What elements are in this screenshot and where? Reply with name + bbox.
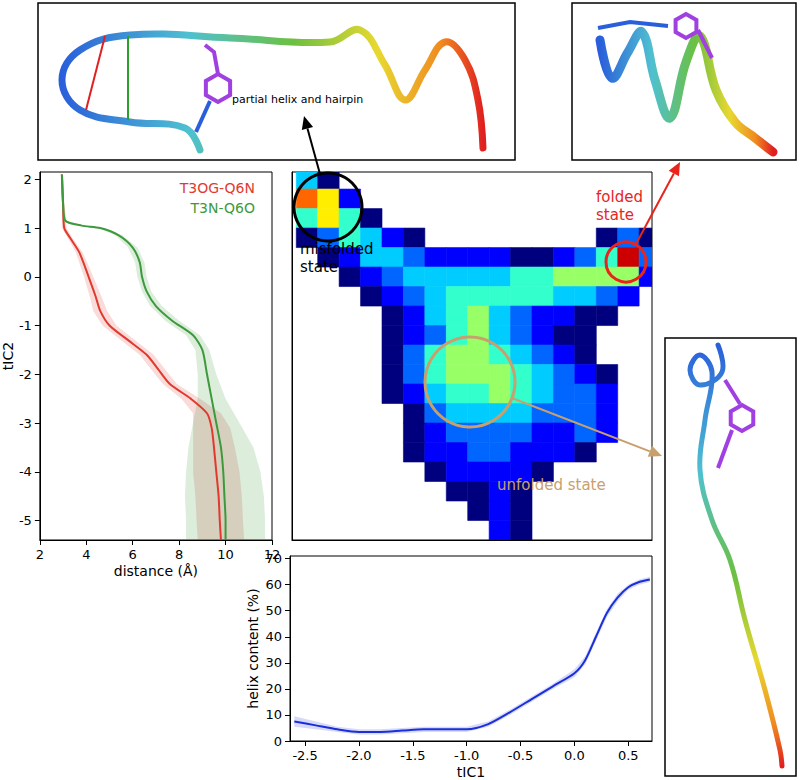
svg-text:-3: -3 <box>19 416 32 431</box>
svg-text:50: 50 <box>265 603 282 618</box>
svg-text:tIC2: tIC2 <box>0 342 16 370</box>
svg-text:distance (Å): distance (Å) <box>114 563 198 579</box>
svg-text:-2.0: -2.0 <box>346 748 371 763</box>
svg-text:-1.5: -1.5 <box>400 748 425 763</box>
svg-text:-1: -1 <box>19 318 32 333</box>
svg-text:8: 8 <box>175 547 183 562</box>
svg-text:0.5: 0.5 <box>618 748 639 763</box>
svg-text:12: 12 <box>264 547 281 562</box>
svg-text:4: 4 <box>82 547 90 562</box>
svg-text:-2: -2 <box>19 367 32 382</box>
svg-text:40: 40 <box>265 629 282 644</box>
svg-text:T3N-Q6O: T3N-Q6O <box>190 200 255 216</box>
svg-text:10: 10 <box>265 707 282 722</box>
svg-text:partial helix and hairpin: partial helix and hairpin <box>232 93 363 106</box>
svg-text:folded: folded <box>596 188 643 206</box>
svg-text:0.0: 0.0 <box>564 748 585 763</box>
svg-text:tIC1: tIC1 <box>457 764 485 780</box>
svg-text:20: 20 <box>265 681 282 696</box>
svg-text:-1.0: -1.0 <box>454 748 479 763</box>
svg-text:0: 0 <box>274 734 282 749</box>
svg-text:helix content (%): helix content (%) <box>245 588 261 708</box>
svg-text:1: 1 <box>24 221 32 236</box>
svg-text:6: 6 <box>129 547 137 562</box>
svg-text:30: 30 <box>265 655 282 670</box>
svg-text:10: 10 <box>217 547 234 562</box>
svg-text:misfolded: misfolded <box>300 240 374 258</box>
svg-text:-5: -5 <box>19 513 32 528</box>
svg-text:-2.5: -2.5 <box>292 748 317 763</box>
svg-text:T3OG-Q6N: T3OG-Q6N <box>179 180 255 196</box>
svg-text:2: 2 <box>36 547 44 562</box>
svg-text:state: state <box>300 258 338 276</box>
svg-text:unfolded state: unfolded state <box>497 476 606 494</box>
svg-text:-4: -4 <box>19 464 32 479</box>
svg-text:-0.5: -0.5 <box>508 748 533 763</box>
svg-text:0: 0 <box>24 269 32 284</box>
svg-text:60: 60 <box>265 577 282 592</box>
svg-text:2: 2 <box>24 172 32 187</box>
svg-text:state: state <box>596 206 634 224</box>
